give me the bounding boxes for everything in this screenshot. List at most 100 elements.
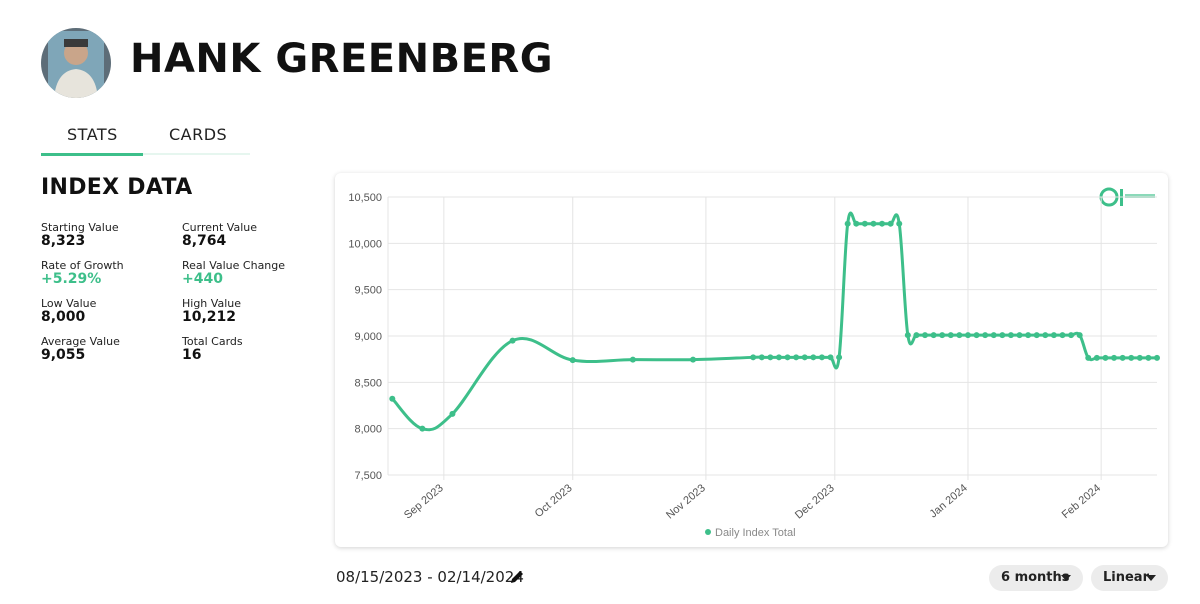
y-tick-label: 8,500 bbox=[354, 377, 382, 389]
data-point bbox=[784, 354, 791, 361]
data-point bbox=[1111, 354, 1118, 361]
data-point bbox=[844, 220, 851, 227]
data-point bbox=[1085, 354, 1092, 361]
data-point bbox=[793, 354, 800, 361]
stat-label: Low Value bbox=[41, 297, 97, 310]
data-point bbox=[775, 354, 782, 361]
data-point bbox=[853, 220, 860, 227]
caret bbox=[1146, 575, 1156, 581]
data-point bbox=[1033, 332, 1040, 339]
data-point bbox=[629, 356, 636, 363]
data-point bbox=[982, 332, 989, 339]
data-point bbox=[913, 332, 920, 339]
series-line bbox=[391, 211, 1157, 432]
data-point bbox=[973, 332, 980, 339]
x-tick-label: Jan 2024 bbox=[928, 482, 970, 520]
x-tick-label: Oct 2023 bbox=[533, 482, 575, 520]
data-point bbox=[1042, 332, 1049, 339]
data-point bbox=[1059, 332, 1066, 339]
legend-label: Daily Index Total bbox=[715, 527, 796, 539]
y-tick-label: 10,500 bbox=[348, 192, 382, 204]
stat-label: Rate of Growth bbox=[41, 259, 124, 272]
data-point bbox=[956, 332, 963, 339]
data-point bbox=[964, 332, 971, 339]
caret bbox=[1061, 575, 1071, 581]
legend-marker bbox=[705, 529, 711, 535]
data-point bbox=[690, 356, 697, 363]
stat-label: Total Cards bbox=[182, 335, 243, 348]
data-point bbox=[999, 332, 1006, 339]
x-tick-label: Feb 2024 bbox=[1060, 482, 1103, 521]
x-tick-label: Nov 2023 bbox=[664, 482, 708, 521]
data-point bbox=[389, 395, 396, 402]
data-point bbox=[1093, 354, 1100, 361]
period-label: 6 months bbox=[1001, 570, 1070, 585]
section-title: INDEX DATA bbox=[41, 175, 193, 200]
data-point bbox=[449, 410, 456, 417]
stat-value: +440 bbox=[182, 271, 223, 287]
x-tick-label: Dec 2023 bbox=[793, 482, 837, 521]
tab[interactable]: CARDS bbox=[169, 125, 228, 144]
data-point bbox=[1016, 332, 1023, 339]
scale-select[interactable]: Linear bbox=[1091, 565, 1168, 591]
chart-card bbox=[335, 173, 1168, 547]
data-point bbox=[758, 354, 765, 361]
data-point bbox=[1145, 354, 1152, 361]
y-tick-label: 9,500 bbox=[354, 285, 382, 297]
y-tick-label: 10,000 bbox=[348, 238, 382, 250]
x-tick-label: Sep 2023 bbox=[402, 482, 446, 521]
period-select[interactable]: 6 months bbox=[989, 565, 1083, 591]
date-range: 08/15/2023 - 02/14/2024 bbox=[336, 568, 524, 586]
stat-value: 8,000 bbox=[41, 309, 86, 325]
stat-label: High Value bbox=[182, 297, 241, 310]
stat-value: 8,764 bbox=[182, 233, 227, 249]
data-point bbox=[1128, 354, 1135, 361]
data-point bbox=[896, 220, 903, 227]
tab[interactable]: STATS bbox=[67, 125, 118, 144]
data-point bbox=[801, 354, 808, 361]
data-point bbox=[879, 220, 886, 227]
stat-value: 8,323 bbox=[41, 233, 86, 249]
data-point bbox=[887, 220, 894, 227]
data-point bbox=[827, 354, 834, 361]
data-point bbox=[861, 220, 868, 227]
tab-track bbox=[41, 153, 250, 155]
stat-label: Average Value bbox=[41, 335, 120, 348]
data-point bbox=[939, 332, 946, 339]
stat-value: +5.29% bbox=[41, 271, 102, 287]
tab-indicator bbox=[41, 153, 143, 156]
data-point bbox=[767, 354, 774, 361]
stat-value: 16 bbox=[182, 347, 202, 363]
data-point bbox=[1068, 332, 1075, 339]
data-point bbox=[1050, 332, 1057, 339]
data-point bbox=[1076, 332, 1083, 339]
data-point bbox=[1102, 354, 1109, 361]
data-point bbox=[904, 332, 911, 339]
data-point bbox=[930, 332, 937, 339]
y-tick-label: 9,000 bbox=[354, 331, 382, 343]
data-point bbox=[569, 357, 576, 364]
data-point bbox=[810, 354, 817, 361]
edit-icon[interactable] bbox=[509, 569, 525, 585]
stat-label: Real Value Change bbox=[182, 259, 286, 272]
stat-label: Current Value bbox=[182, 221, 258, 234]
y-tick-label: 7,500 bbox=[354, 470, 382, 482]
data-point bbox=[922, 332, 929, 339]
data-point bbox=[870, 220, 877, 227]
data-point bbox=[1154, 354, 1160, 361]
data-point bbox=[818, 354, 825, 361]
stat-value: 10,212 bbox=[182, 309, 237, 325]
data-point bbox=[1007, 332, 1014, 339]
stat-value: 9,055 bbox=[41, 347, 86, 363]
stat-label: Starting Value bbox=[41, 221, 119, 234]
data-point bbox=[947, 332, 954, 339]
data-point bbox=[419, 425, 426, 432]
data-point bbox=[836, 354, 843, 361]
data-point bbox=[990, 332, 997, 339]
data-point bbox=[509, 337, 516, 344]
avatar bbox=[41, 28, 111, 98]
data-point bbox=[1119, 354, 1126, 361]
data-point bbox=[1025, 332, 1032, 339]
